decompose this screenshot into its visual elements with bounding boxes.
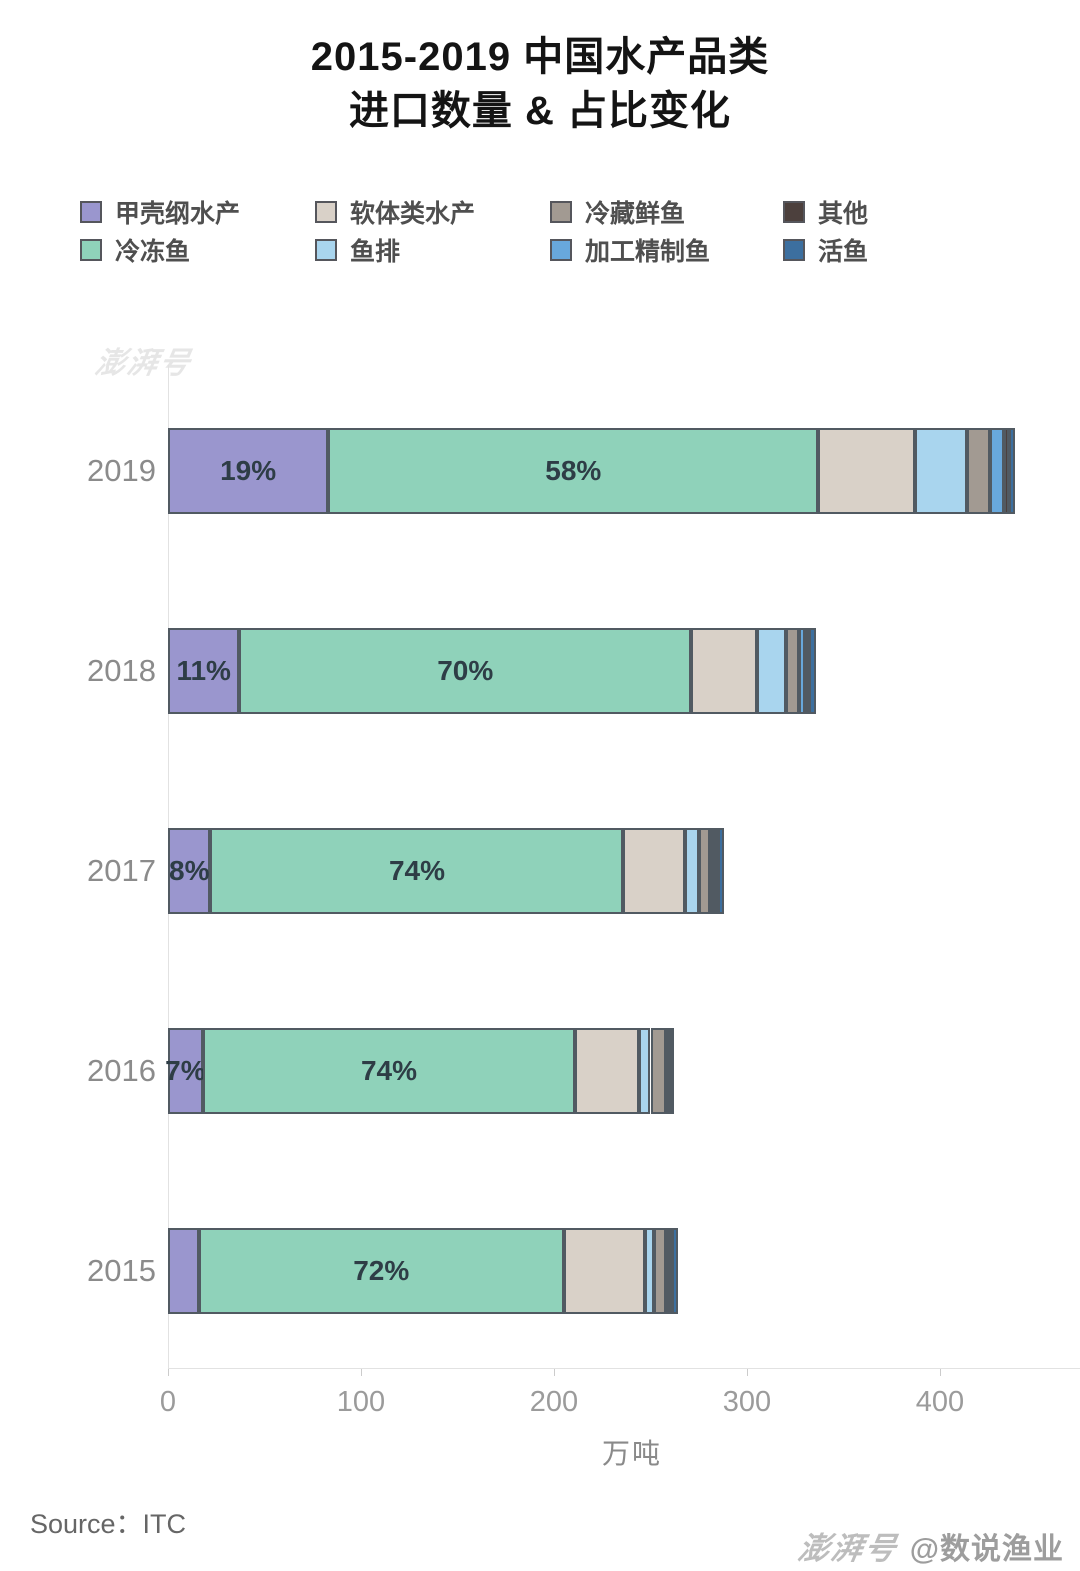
bar-value-label: 11% — [176, 655, 231, 686]
bar-segment-活鱼 — [718, 828, 724, 914]
x-axis-tick — [747, 1369, 748, 1376]
year-label-2018: 2018 — [87, 653, 156, 688]
bar-segment-软体类水产 — [623, 828, 686, 914]
year-label-2019: 2019 — [87, 453, 156, 488]
legend-label: 冷藏鲜鱼 — [585, 200, 686, 228]
legend-swatch-icon — [315, 201, 337, 223]
x-axis-tick-label: 0 — [159, 1386, 177, 1418]
bar-segment-软体类水产 — [691, 628, 757, 714]
pengpai-logo: 澎湃号 — [795, 1531, 901, 1566]
bar-segment-鱼排 — [685, 828, 699, 914]
bar-segment-软体类水产 — [563, 1228, 645, 1314]
watermark-handle: @数说渔业 — [909, 1533, 1064, 1566]
bar-segment-冷冻鱼: 70% — [239, 628, 692, 714]
legend-swatch-icon — [80, 201, 102, 223]
bar-segment-甲壳纲水产: 7% — [165, 1028, 206, 1114]
faint-watermark: 澎湃号 — [92, 347, 195, 380]
legend-label: 加工精制鱼 — [585, 238, 711, 266]
chart-title-line2: 进口数量 & 占比变化 — [348, 89, 732, 133]
x-axis-tick-label: 100 — [336, 1386, 386, 1418]
bar-value-label: 19% — [220, 455, 277, 486]
x-axis-tick-label: 400 — [915, 1386, 965, 1418]
legend-swatch-icon — [550, 201, 572, 223]
bar-segment-活鱼 — [669, 1028, 674, 1114]
legend-label: 鱼排 — [350, 238, 401, 266]
bar-segment-甲壳纲水产: 19% — [168, 428, 329, 514]
x-axis-title: 万吨 — [601, 1438, 662, 1469]
bar-segment-鱼排 — [914, 428, 968, 514]
bar-segment-鱼排 — [638, 1028, 651, 1114]
legend-label: 甲壳纲水产 — [115, 200, 241, 228]
bar-segment-冷冻鱼: 74% — [210, 828, 624, 914]
x-axis-tick — [361, 1369, 362, 1376]
legend-label: 活鱼 — [818, 238, 869, 266]
legend-item: 活鱼 — [783, 236, 868, 266]
bar-segment-鱼排 — [756, 628, 786, 714]
bar-value-label: 8% — [169, 855, 210, 886]
source-text: Source：ITC — [30, 1509, 187, 1539]
bar-segment-冷藏鲜鱼 — [698, 828, 711, 914]
legend-label: 其他 — [818, 200, 869, 228]
bar-segment-其他 — [1003, 428, 1010, 514]
bar-value-label: 58% — [545, 455, 602, 486]
legend-item: 甲壳纲水产 — [80, 198, 240, 228]
x-axis-tick — [940, 1369, 941, 1376]
bar-segment-软体类水产 — [818, 428, 915, 514]
legend-swatch-icon — [783, 201, 805, 223]
legend-item: 其他 — [783, 198, 868, 228]
x-axis-tick — [554, 1369, 555, 1376]
legend-item: 鱼排 — [315, 236, 400, 266]
legend-label: 软体类水产 — [350, 200, 476, 228]
chart-title-line1: 2015-2019 中国水产品类 — [310, 35, 770, 79]
legend-item: 冷冻鱼 — [80, 236, 190, 266]
bar-segment-加工精制鱼 — [799, 628, 805, 714]
bar-value-label: 72% — [353, 1255, 410, 1286]
bar-segment-甲壳纲水产: 8% — [168, 828, 211, 914]
legend-swatch-icon — [80, 239, 102, 261]
x-axis-line — [168, 1368, 1080, 1369]
bar-value-label: 74% — [360, 1055, 417, 1086]
bar-segment-冷藏鲜鱼 — [967, 428, 991, 514]
chart-title: 2015-2019 中国水产品类 进口数量 & 占比变化 — [0, 30, 1080, 138]
bar-segment-其他 — [714, 828, 719, 914]
bar-segment-冷藏鲜鱼 — [785, 628, 800, 714]
legend-item: 冷藏鲜鱼 — [550, 198, 685, 228]
bar-segment-其他 — [804, 628, 809, 714]
legend-label: 冷冻鱼 — [115, 238, 191, 266]
legend-swatch-icon — [315, 239, 337, 261]
bottom-watermark: 澎湃号 @数说渔业 — [795, 1523, 1064, 1568]
bar-segment-鱼排 — [644, 1228, 655, 1314]
bar-segment-冷冻鱼: 58% — [328, 428, 819, 514]
year-label-2015: 2015 — [87, 1253, 156, 1288]
bar-segment-软体类水产 — [575, 1028, 639, 1114]
bar-segment-冷冻鱼: 72% — [198, 1228, 564, 1314]
legend-swatch-icon — [783, 239, 805, 261]
x-axis-tick-label: 300 — [722, 1386, 772, 1418]
bar-segment-冷藏鲜鱼 — [650, 1028, 666, 1114]
bar-segment-加工精制鱼 — [990, 428, 1004, 514]
bar-segment-活鱼 — [671, 1228, 678, 1314]
legend-item: 软体类水产 — [315, 198, 475, 228]
bar-segment-活鱼 — [808, 628, 817, 714]
bar-segment-加工精制鱼 — [710, 828, 715, 914]
x-axis-tick — [168, 1369, 169, 1376]
bar-value-label: 74% — [388, 855, 445, 886]
bar-segment-其他 — [667, 1228, 672, 1314]
x-axis-tick-label: 200 — [529, 1386, 579, 1418]
bar-segment-甲壳纲水产 — [168, 1228, 199, 1314]
bar-segment-冷冻鱼: 74% — [202, 1028, 576, 1114]
bar-value-label: 7% — [165, 1055, 206, 1086]
bar-segment-冷藏鲜鱼 — [654, 1228, 666, 1314]
legend-swatch-icon — [550, 239, 572, 261]
year-label-2016: 2016 — [87, 1053, 156, 1088]
bar-value-label: 70% — [437, 655, 494, 686]
bar-segment-甲壳纲水产: 11% — [168, 628, 240, 714]
year-label-2017: 2017 — [87, 853, 156, 888]
legend-item: 加工精制鱼 — [550, 236, 710, 266]
bar-segment-活鱼 — [1009, 428, 1016, 514]
